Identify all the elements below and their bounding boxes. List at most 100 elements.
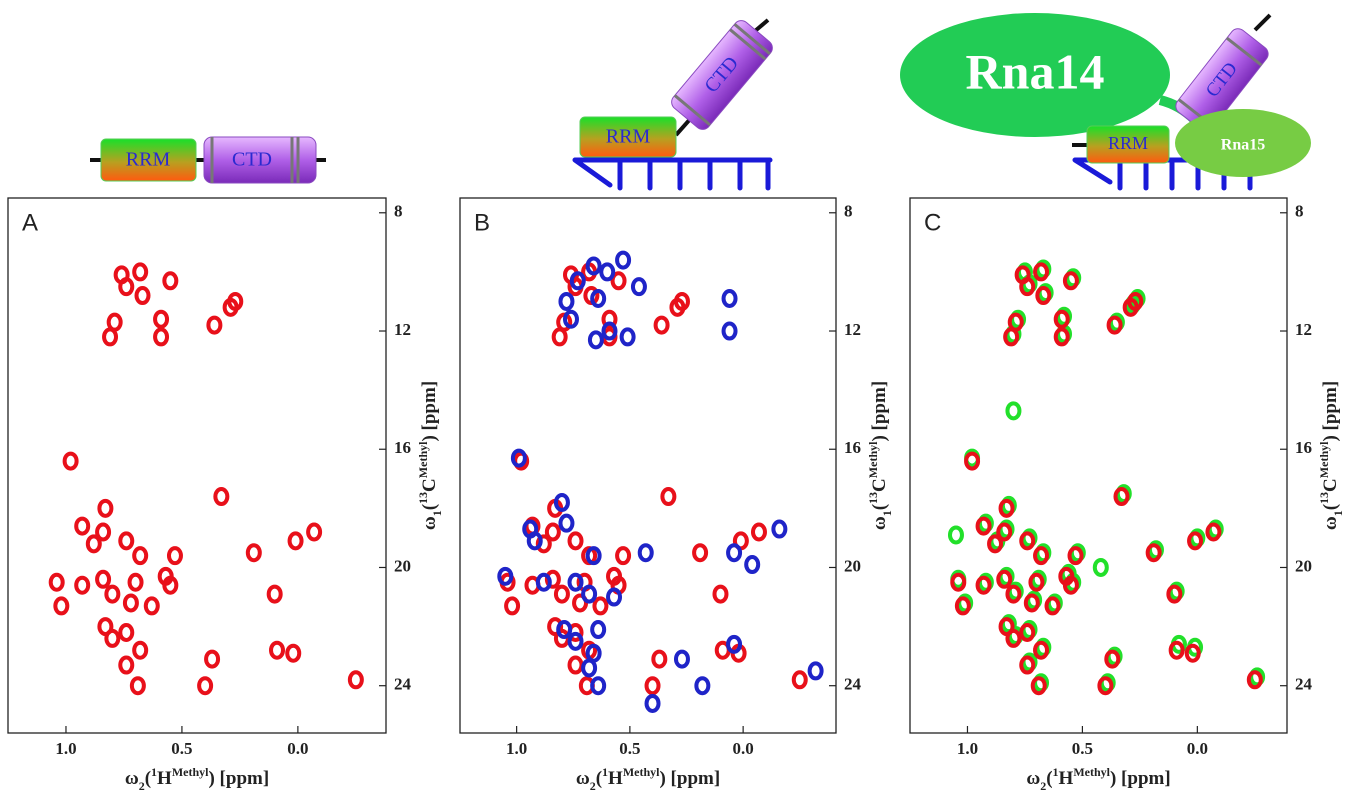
peak [53,596,70,616]
peak [553,492,570,512]
peak [599,262,616,282]
y-tick-label: 12 [394,320,411,339]
label-part: ω [125,768,139,789]
peak [102,327,119,347]
label-part: 1 [1053,765,1059,779]
label-part: H [1059,768,1074,789]
x-tick-label: 0.0 [287,739,308,758]
peak [975,516,992,536]
peak [166,546,183,566]
peak [673,649,690,669]
domain-label: RRM [126,149,171,171]
peak [556,620,573,640]
label-part: H [608,768,623,789]
y-tick-label: 20 [844,556,861,575]
peak [347,670,364,690]
peak [791,670,808,690]
peak [558,291,575,311]
peak [1023,593,1040,613]
panel-label: C [924,209,941,236]
peak [127,572,144,592]
peak [122,593,139,613]
peak [721,321,738,341]
x-tick-label: 0.0 [733,739,754,758]
label-part: 2 [1040,779,1046,793]
y-axis-title: ω1(13CMethyl) [ppm] [416,381,444,530]
peak [553,584,570,604]
peak [590,288,607,308]
peak [721,288,738,308]
peak [1145,543,1162,563]
peak [74,516,91,536]
peak [1005,401,1022,421]
peak [104,584,121,604]
label-part: Methyl [866,441,880,478]
peak [653,315,670,335]
peak [964,451,981,471]
y-tick-label: 24 [394,675,412,694]
peak [245,543,262,563]
peak [104,628,121,648]
peak [567,631,584,651]
label-part: 1 [602,765,608,779]
x-tick-label: 1.0 [55,739,76,758]
peak [1246,670,1263,690]
peak [996,569,1013,589]
peak [726,543,743,563]
x-axis-title: ω2(1HMethyl) [ppm] [1026,765,1170,793]
label-part: ω [576,768,590,789]
label-part: ( [596,768,602,789]
label-part: ) [ppm] [419,381,440,442]
peak [162,271,179,291]
peak [132,640,149,660]
peak [204,649,221,669]
peak [1019,655,1036,675]
y-tick-label: 16 [844,438,861,457]
peak [998,498,1015,518]
peak [585,256,602,276]
peak [669,297,686,317]
domain-label: CTD [232,149,272,171]
peak [660,487,677,507]
peak [585,546,602,566]
y-tick-label: 8 [1295,202,1304,221]
label-part: Methyl [172,765,209,779]
label-part: ( [145,768,151,789]
peak [567,655,584,675]
peak [567,531,584,551]
peak [1033,640,1050,660]
peak [807,661,824,681]
peak [644,693,661,713]
peak [601,321,618,341]
peak [162,575,179,595]
label-part: ) [ppm] [1320,381,1341,442]
peak [1122,297,1139,317]
label-part: 1 [151,765,157,779]
peak [569,271,586,291]
peak [1168,640,1185,660]
plot-frame [7,197,387,734]
peak [132,546,149,566]
peak [694,676,711,696]
label-part: C [419,478,440,492]
peak [97,498,114,518]
peak [1106,315,1123,335]
peak [95,569,112,589]
label-part: 13 [1317,492,1331,504]
peak [143,596,160,616]
label-part: ( [419,504,440,510]
peak [615,546,632,566]
peak [222,297,239,317]
peak [1003,327,1020,347]
peak [85,534,102,554]
peak [306,522,323,542]
label-part: ) [ppm] [659,768,720,789]
x-tick-label: 1.0 [957,739,978,758]
peak [558,513,575,533]
label-part: C [869,478,890,492]
peak [581,658,598,678]
peak [630,277,647,297]
peak [106,312,123,332]
